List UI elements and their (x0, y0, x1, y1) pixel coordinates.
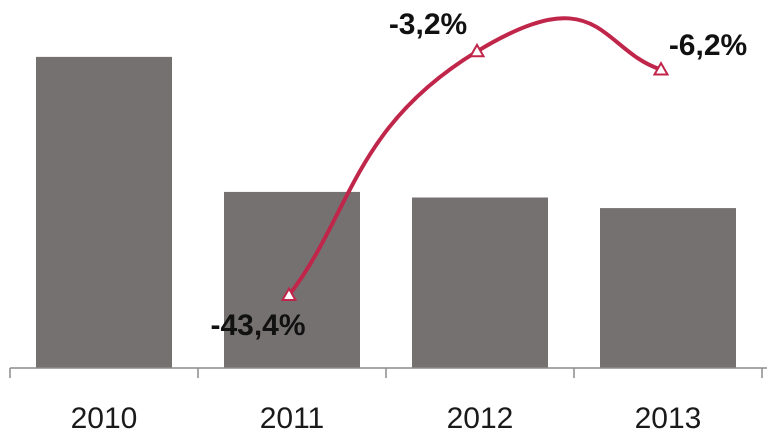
x-tick-label-2012: 2012 (447, 402, 514, 435)
data-label-2013: -6,2% (669, 29, 747, 62)
x-tick-label-2013: 2013 (635, 402, 702, 435)
growth-line-layer (280, 16, 670, 301)
data-label-2011: -43,4% (210, 309, 305, 342)
line-marker-2011 (280, 286, 298, 301)
data-label-2012: -3,2% (389, 8, 467, 41)
bar-2012 (412, 197, 548, 368)
data-labels-layer: -43,4% -3,2% -6,2% (210, 8, 747, 342)
bar-2013 (600, 208, 736, 368)
line-marker-2012 (468, 42, 486, 58)
bar-2010 (36, 56, 172, 369)
bars-layer (36, 56, 736, 369)
x-tick-label-2010: 2010 (71, 402, 138, 435)
x-tick-label-2011: 2011 (260, 402, 325, 435)
bar-2011 (224, 191, 360, 368)
line-marker-2013 (652, 61, 670, 76)
x-axis: 2010 2011 2012 2013 (9, 367, 767, 435)
